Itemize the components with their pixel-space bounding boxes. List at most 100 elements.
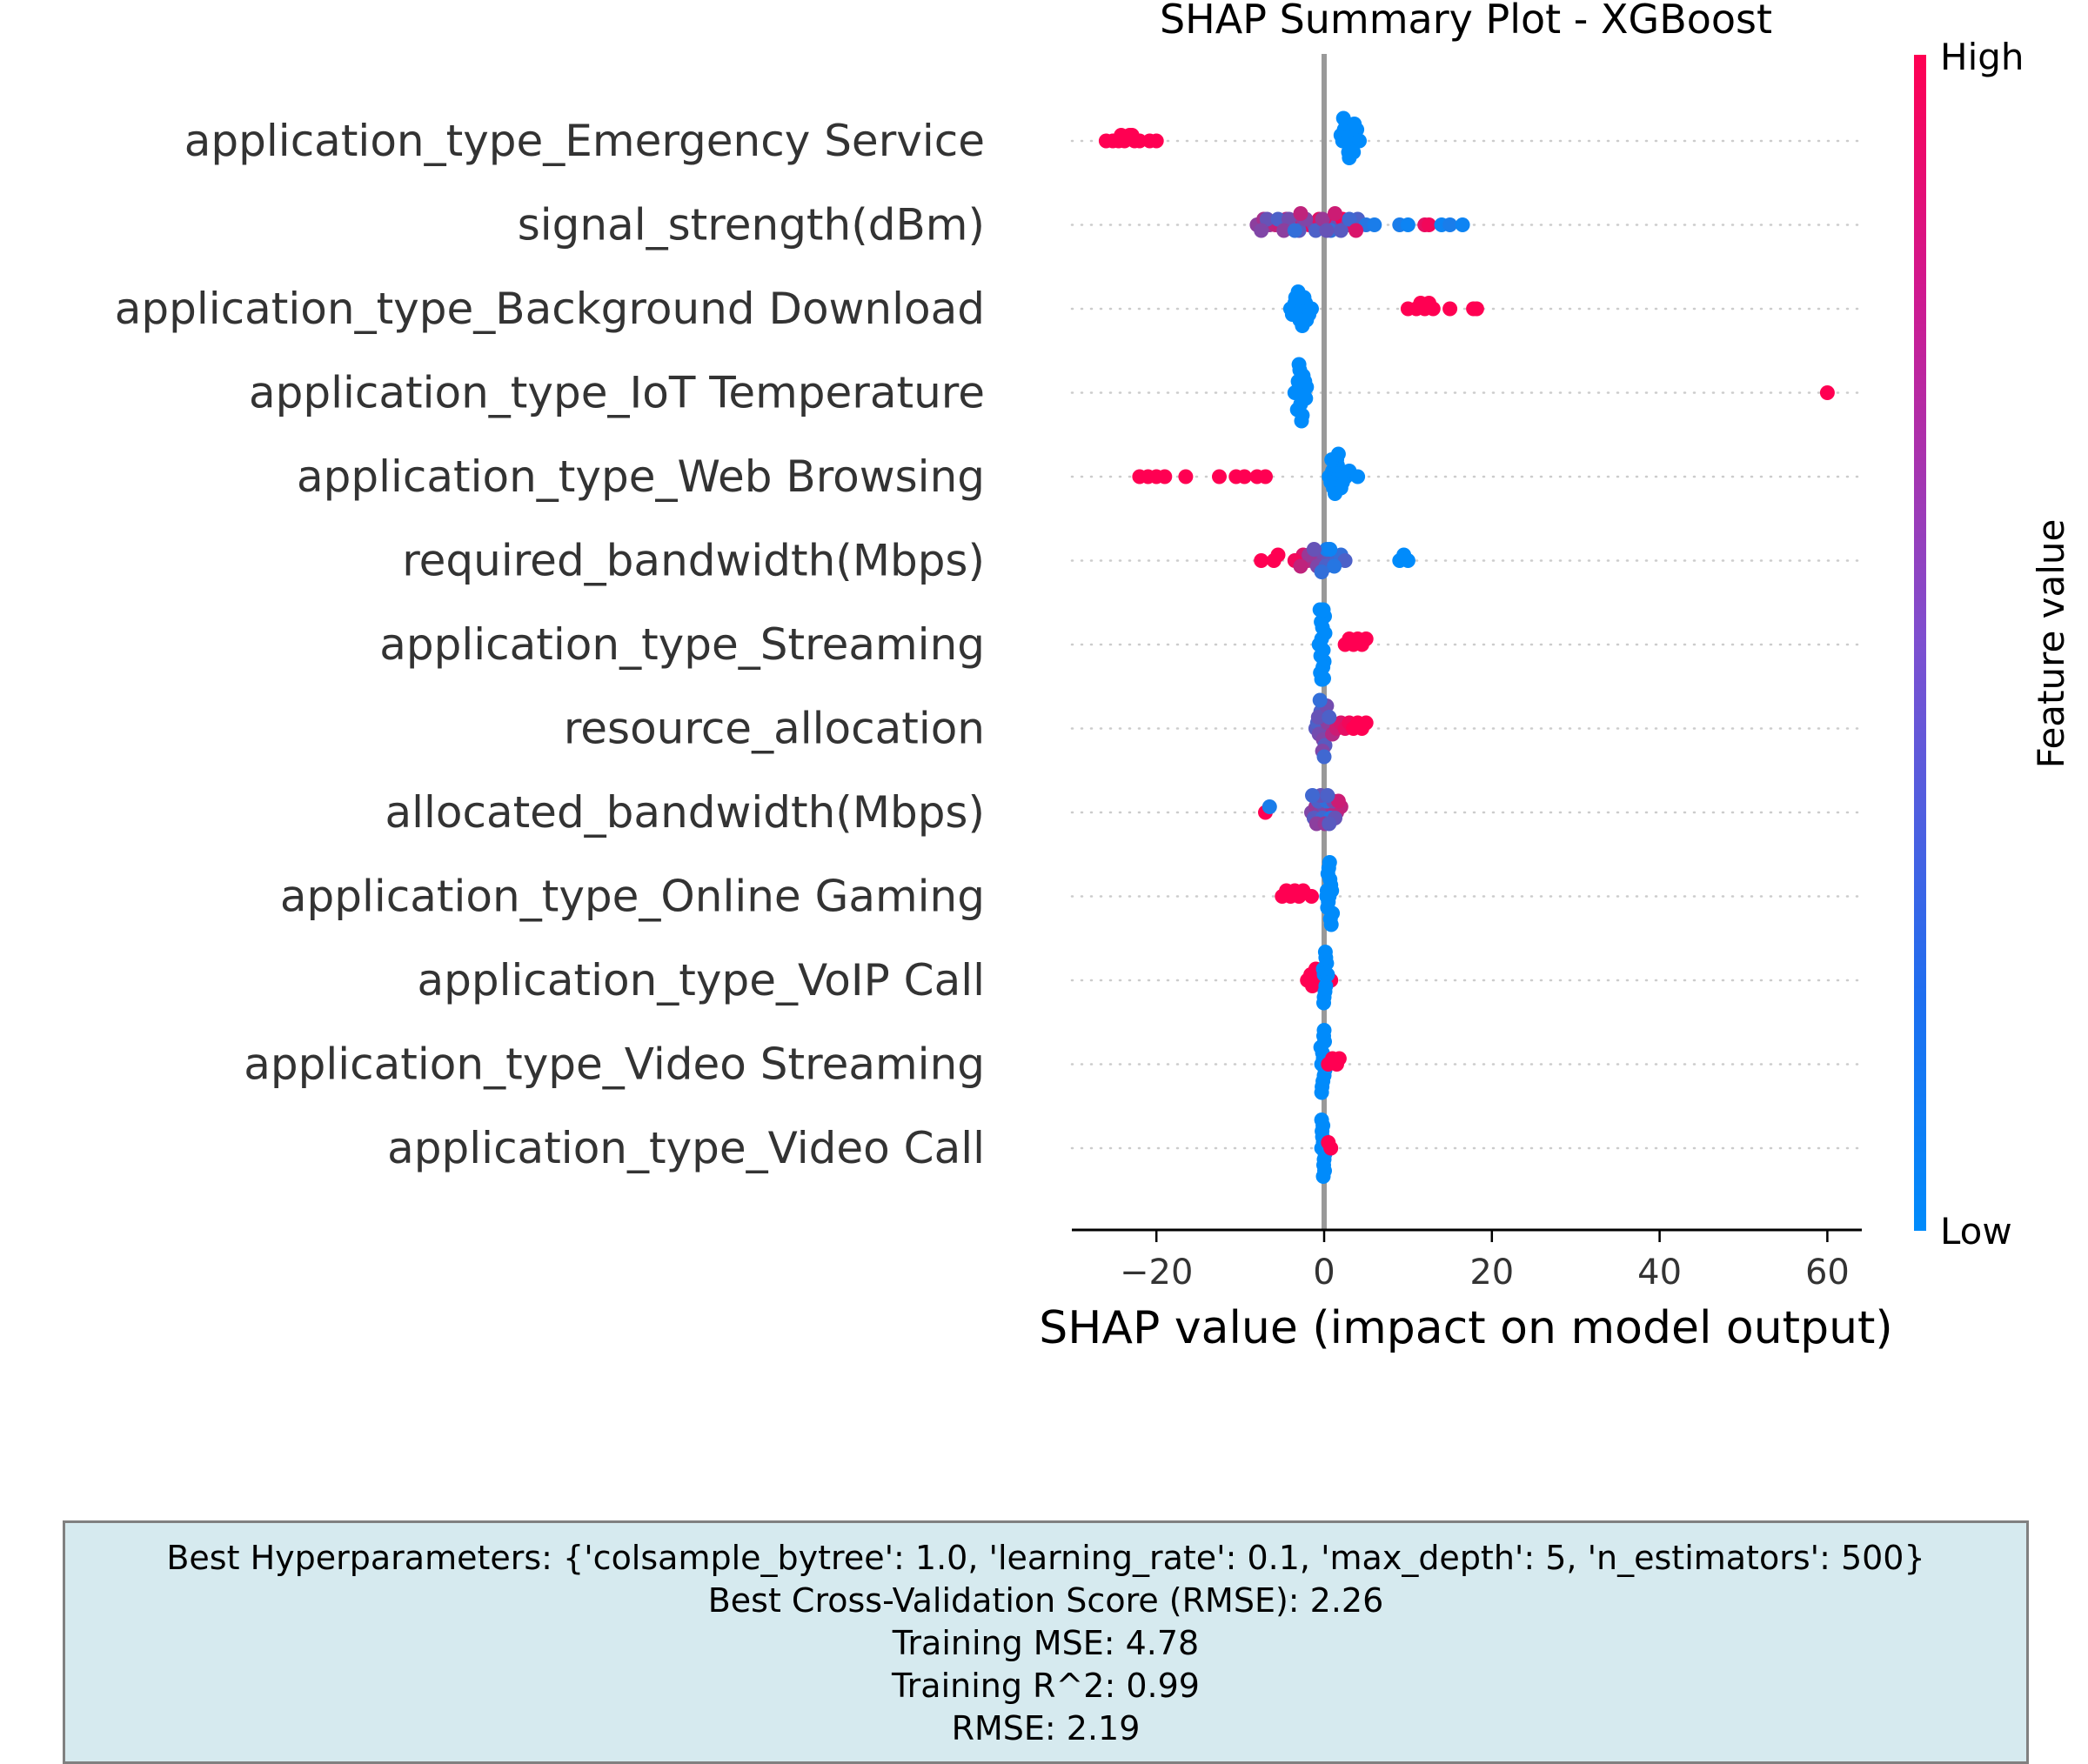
- shap-point: [1311, 637, 1327, 652]
- shap-point: [1291, 357, 1307, 372]
- feature-label: application_type_Streaming: [379, 619, 985, 670]
- shap-point: [1305, 788, 1320, 803]
- shap-point: [1422, 217, 1436, 232]
- shap-point: [1346, 144, 1362, 160]
- x-tick-label: 0: [1313, 1253, 1335, 1293]
- feature-label: application_type_Web Browsing: [297, 451, 985, 502]
- x-tick-label: −20: [1120, 1253, 1193, 1293]
- shap-point: [1330, 793, 1346, 809]
- shap-point: [1298, 391, 1314, 406]
- feature-label: required_bandwidth(Mbps): [402, 536, 985, 586]
- shap-point: [1358, 631, 1374, 646]
- feature-label: application_type_Online Gaming: [280, 872, 985, 922]
- shap-point: [1455, 217, 1470, 232]
- shap-point: [1316, 995, 1331, 1011]
- model-metrics-box: Best Hyperparameters: {'colsample_bytree…: [63, 1520, 2029, 1764]
- shap-point: [1337, 553, 1353, 568]
- shap-point: [1270, 547, 1286, 563]
- shap-point: [1350, 469, 1366, 484]
- x-tick-label: 20: [1469, 1253, 1514, 1293]
- shap-point: [1322, 542, 1338, 557]
- shap-point: [1314, 1113, 1329, 1127]
- feature-label: application_type_Background Download: [115, 284, 985, 334]
- shap-point: [1290, 284, 1306, 299]
- shap-point: [1348, 223, 1364, 238]
- shap-point: [1148, 133, 1164, 149]
- shap-point: [1422, 296, 1436, 311]
- shap-point: [1314, 565, 1329, 579]
- shap-point: [1358, 715, 1374, 731]
- training-mse-text: Training MSE: 4.78: [892, 1624, 1200, 1662]
- shap-point: [1335, 110, 1351, 126]
- shap-point: [1331, 1051, 1347, 1066]
- shap-point: [1442, 217, 1458, 232]
- shap-point: [1114, 128, 1129, 143]
- feature-label: signal_strength(dBm): [518, 200, 985, 251]
- shap-point: [1259, 211, 1275, 227]
- shap-point: [1258, 469, 1273, 484]
- best-hyperparameters-text: Best Hyperparameters: {'colsample_bytree…: [166, 1539, 1925, 1577]
- shap-points: [1098, 110, 1835, 1184]
- x-tick-label: 40: [1637, 1253, 1682, 1293]
- shap-point: [1367, 217, 1382, 232]
- feature-label: application_type_Emergency Service: [184, 116, 985, 166]
- shap-point: [1178, 469, 1194, 484]
- shap-point: [1124, 128, 1140, 143]
- shap-point: [1304, 889, 1319, 904]
- shap-point: [1320, 788, 1335, 803]
- training-r2-text: Training R^2: 0.99: [892, 1667, 1200, 1705]
- colorbar-high-label: High: [1940, 36, 2024, 78]
- shap-point: [1270, 211, 1286, 227]
- feature-label: application_type_VoIP Call: [417, 955, 985, 1006]
- shap-point: [1308, 223, 1323, 238]
- shap-point: [1319, 883, 1335, 899]
- shap-point: [1305, 979, 1320, 993]
- colorbar: [1914, 55, 1926, 1231]
- shap-point: [1322, 816, 1337, 832]
- chart-title: SHAP Summary Plot - XGBoost: [1160, 0, 1772, 43]
- shap-summary-chart: SHAP Summary Plot - XGBoost application_…: [115, 0, 2072, 1354]
- shap-point: [1469, 301, 1484, 317]
- shap-point: [1314, 1085, 1329, 1100]
- shap-point: [1400, 553, 1415, 568]
- feature-rows: application_type_Emergency Service signal…: [115, 116, 1864, 1173]
- shap-point: [1328, 206, 1342, 221]
- shap-point: [1310, 710, 1326, 725]
- shap-point: [1276, 223, 1292, 238]
- shap-point: [1322, 855, 1337, 870]
- shap-point: [1442, 301, 1458, 317]
- shap-point: [1316, 1023, 1332, 1038]
- x-tick-label: 60: [1805, 1253, 1850, 1293]
- shap-point: [1400, 217, 1415, 232]
- shap-point: [1328, 486, 1342, 501]
- rmse-text: RMSE: 2.19: [951, 1709, 1141, 1747]
- shap-point: [1315, 672, 1330, 687]
- feature-label: application_type_Video Call: [387, 1123, 985, 1173]
- shap-point: [1316, 749, 1332, 765]
- shap-point: [1236, 469, 1252, 484]
- shap-point: [1327, 558, 1342, 574]
- shap-point: [1294, 413, 1309, 429]
- shap-point: [1293, 558, 1308, 574]
- x-axis-ticks: −20 0 20 40 60: [1120, 1230, 1850, 1293]
- shap-point: [1293, 206, 1308, 221]
- shap-point: [1330, 446, 1346, 462]
- shap-point: [1297, 374, 1313, 389]
- shap-point: [1333, 223, 1348, 238]
- shap-point: [1262, 799, 1277, 814]
- shap-point: [1317, 945, 1333, 959]
- shap-point: [1323, 917, 1339, 932]
- shap-point: [1157, 469, 1173, 484]
- shap-point: [1322, 710, 1337, 725]
- shap-point: [1254, 223, 1269, 238]
- x-axis-title: SHAP value (impact on model output): [1039, 1302, 1892, 1354]
- shap-point: [1287, 385, 1302, 400]
- shap-point: [1352, 133, 1367, 149]
- shap-point: [1212, 469, 1227, 484]
- colorbar-low-label: Low: [1940, 1210, 2012, 1253]
- shap-point: [1315, 602, 1331, 618]
- shap-point: [1287, 223, 1302, 238]
- best-cv-score-text: Best Cross-Validation Score (RMSE): 2.26: [707, 1581, 1384, 1620]
- shap-point: [1299, 312, 1315, 328]
- shap-point: [1342, 211, 1357, 227]
